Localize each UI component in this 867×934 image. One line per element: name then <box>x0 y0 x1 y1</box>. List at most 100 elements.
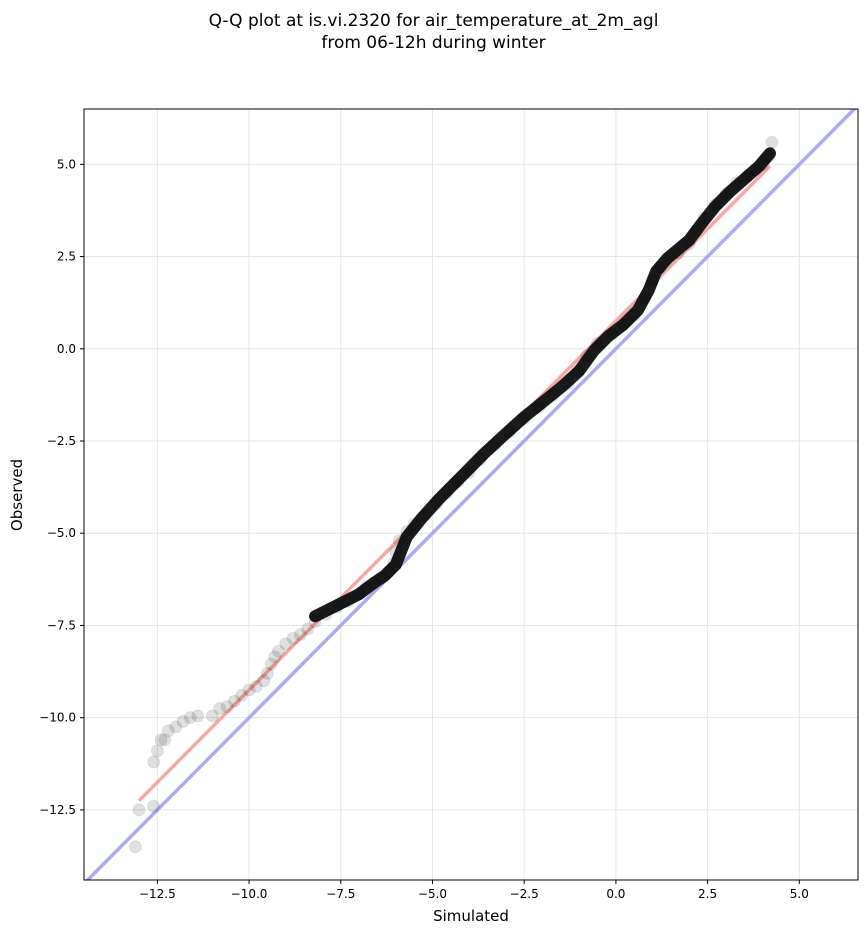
data-point <box>169 720 183 734</box>
data-point <box>503 425 517 439</box>
data-point <box>488 438 502 452</box>
data-point <box>653 261 667 275</box>
y-tick-label: −10.0 <box>39 711 76 725</box>
data-point <box>387 556 401 570</box>
data-point <box>605 327 619 341</box>
data-point <box>646 274 660 288</box>
chart-title-line-2: from 06-12h during winter <box>321 33 546 53</box>
data-point <box>132 803 146 817</box>
data-point <box>616 318 630 332</box>
y-axis-label: Observed <box>8 459 26 531</box>
data-point <box>429 497 443 511</box>
data-point <box>268 650 282 664</box>
data-point <box>570 364 584 378</box>
data-point <box>730 176 744 190</box>
data-point <box>748 163 762 177</box>
data-point <box>308 615 322 629</box>
data-point <box>389 545 403 559</box>
y-tick-label: −2.5 <box>47 434 76 448</box>
y-tick-label: −12.5 <box>39 803 76 817</box>
data-point <box>580 349 594 363</box>
data-point <box>719 187 733 201</box>
x-tick-label: 0.0 <box>606 887 625 901</box>
data-point <box>150 744 164 758</box>
y-axis-ticks: −12.5 −10.0 −7.5 −5.0 −2.5 0.0 2.5 5.0 <box>39 157 84 817</box>
data-point <box>220 700 234 714</box>
data-point <box>532 401 546 415</box>
data-point <box>319 607 333 621</box>
data-point <box>227 694 241 708</box>
data-point <box>183 711 197 725</box>
y-tick-label: −7.5 <box>47 618 76 632</box>
data-point <box>128 840 142 854</box>
data-point <box>671 246 685 260</box>
x-axis-ticks: −12.5 −10.0 −7.5 −5.0 −2.5 0.0 2.5 5.0 <box>139 880 809 901</box>
data-point <box>381 565 395 579</box>
data-point <box>682 237 696 251</box>
data-point <box>660 251 674 265</box>
data-point <box>161 724 175 738</box>
data-point <box>264 657 278 671</box>
x-tick-label: −7.5 <box>326 887 355 901</box>
data-point <box>690 224 704 238</box>
grid-lines <box>84 109 858 880</box>
data-point <box>473 452 487 466</box>
data-point <box>591 336 605 350</box>
axes-frame <box>83 108 859 881</box>
data-point <box>517 412 531 426</box>
data-point <box>627 309 641 323</box>
data-point <box>242 683 256 697</box>
x-tick-label: −5.0 <box>418 887 447 901</box>
data-point <box>761 150 775 164</box>
x-tick-label: −10.0 <box>231 887 268 901</box>
data-point <box>260 666 274 680</box>
data-point <box>271 644 285 658</box>
reference-lines <box>85 109 857 880</box>
data-point <box>418 508 432 522</box>
data-point <box>440 486 454 500</box>
data-point <box>293 628 307 642</box>
data-point <box>392 534 406 548</box>
y-tick-label: 0.0 <box>57 342 76 356</box>
data-point <box>235 689 249 703</box>
data-point <box>451 475 465 489</box>
data-points <box>128 135 779 854</box>
data-point <box>561 377 575 391</box>
x-tick-label: 2.5 <box>698 887 717 901</box>
data-point <box>154 733 168 747</box>
data-point <box>407 517 421 531</box>
data-point <box>330 600 344 614</box>
data-point <box>756 157 770 171</box>
data-point <box>359 580 373 594</box>
y-tick-label: 5.0 <box>57 157 76 171</box>
data-point <box>547 388 561 402</box>
data-point <box>249 679 263 693</box>
chart-title: Q-Q plot at is.vi.2320 for air_temperatu… <box>0 10 867 54</box>
data-point <box>341 594 355 608</box>
data-point <box>765 135 779 149</box>
data-point <box>191 709 205 723</box>
x-tick-label: −12.5 <box>139 887 176 901</box>
data-point <box>462 465 476 479</box>
data-point <box>205 709 219 723</box>
x-tick-label: 5.0 <box>790 887 809 901</box>
dense-quantile-band <box>309 147 776 623</box>
data-point <box>257 674 271 688</box>
data-point <box>176 714 190 728</box>
identity-line <box>85 109 857 880</box>
data-point <box>286 631 300 645</box>
data-point <box>708 198 722 212</box>
data-point <box>638 290 652 304</box>
data-point <box>367 576 381 590</box>
x-axis-label: Simulated <box>433 907 509 925</box>
chart-title-line-1: Q-Q plot at is.vi.2320 for air_temperatu… <box>208 11 659 31</box>
data-point <box>697 211 711 225</box>
data-point <box>279 637 293 651</box>
data-point <box>400 524 414 538</box>
data-point <box>301 622 315 636</box>
data-point <box>213 701 227 715</box>
data-point <box>374 571 388 585</box>
data-point <box>147 799 161 813</box>
data-point <box>147 755 161 769</box>
